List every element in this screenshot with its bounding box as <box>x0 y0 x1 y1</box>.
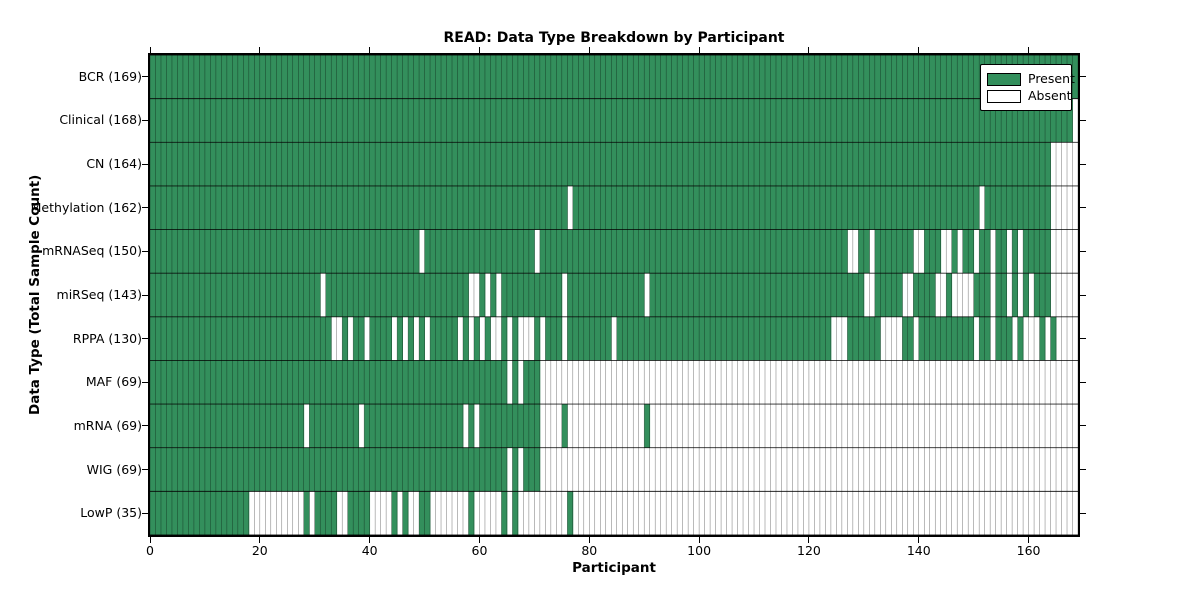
y-tick-label: mRNA (69) <box>73 417 142 433</box>
x-tick-label: 120 <box>796 543 821 558</box>
y-tick-mark <box>142 119 148 121</box>
y-tick-label: miRSeq (143) <box>56 287 142 302</box>
y-tick-mark-right <box>1080 425 1086 427</box>
y-tick-label: WIG (69) <box>86 461 142 477</box>
x-tick-mark-top <box>1028 47 1030 53</box>
x-tick-label: 100 <box>687 543 712 558</box>
y-tick-label: RPPA (130) <box>72 330 142 346</box>
y-tick-mark-right <box>1080 512 1086 514</box>
y-tick-label: Clinical (168) <box>59 112 142 128</box>
y-tick-mark-right <box>1080 381 1086 383</box>
y-tick-mark-right <box>1080 207 1086 209</box>
y-tick-mark <box>142 425 148 427</box>
x-tick-mark <box>369 537 371 543</box>
absent-swatch <box>987 89 1021 103</box>
x-tick-label: 80 <box>581 543 598 558</box>
chart-title: READ: Data Type Breakdown by Participant <box>443 30 785 46</box>
y-tick-mark-right <box>1080 163 1086 165</box>
x-axis-label: Participant <box>572 560 656 576</box>
y-tick-mark <box>142 163 148 165</box>
legend-label-present: Present <box>1028 71 1075 86</box>
legend: Present Absent <box>980 64 1075 111</box>
x-tick-mark <box>918 537 920 543</box>
x-tick-label: 20 <box>251 543 268 558</box>
present-swatch <box>987 72 1021 86</box>
legend-entry-absent: Absent <box>987 88 1072 104</box>
x-tick-label: 160 <box>1016 543 1041 558</box>
legend-label-absent: Absent <box>1028 88 1072 103</box>
x-tick-mark-top <box>808 47 810 53</box>
x-tick-mark-top <box>698 47 700 53</box>
y-tick-mark <box>142 381 148 383</box>
y-tick-mark-right <box>1080 469 1086 471</box>
x-tick-mark <box>588 537 590 543</box>
x-tick-label: 0 <box>146 543 154 558</box>
y-tick-mark-right <box>1080 119 1086 121</box>
x-tick-mark <box>259 537 261 543</box>
y-tick-label: MAF (69) <box>85 374 142 390</box>
x-tick-mark-top <box>918 47 920 53</box>
y-tick-mark <box>142 512 148 514</box>
y-tick-mark <box>142 469 148 471</box>
y-tick-label: LowP (35) <box>80 505 142 521</box>
y-tick-mark <box>142 76 148 78</box>
x-tick-label: 140 <box>906 543 931 558</box>
y-tick-mark <box>142 207 148 209</box>
x-tick-label: 60 <box>471 543 488 558</box>
x-tick-mark <box>698 537 700 543</box>
heatmap <box>150 55 1078 535</box>
y-tick-mark-right <box>1080 250 1086 252</box>
x-tick-mark-top <box>259 47 261 53</box>
x-tick-mark-top <box>588 47 590 53</box>
y-tick-mark-right <box>1080 338 1086 340</box>
y-tick-label: CN (164) <box>86 156 142 172</box>
x-tick-mark-top <box>149 47 151 53</box>
x-tick-mark <box>1028 537 1030 543</box>
x-tick-mark <box>808 537 810 543</box>
plot-area: Present Absent <box>148 53 1080 537</box>
y-tick-mark <box>142 250 148 252</box>
x-tick-mark-top <box>478 47 480 53</box>
x-tick-mark-top <box>369 47 371 53</box>
y-tick-mark-right <box>1080 294 1086 296</box>
y-tick-mark-right <box>1080 76 1086 78</box>
x-tick-mark <box>149 537 151 543</box>
y-tick-label: mRNASeq (150) <box>42 243 142 259</box>
x-tick-mark <box>478 537 480 543</box>
x-tick-label: 40 <box>361 543 378 558</box>
y-tick-mark <box>142 338 148 340</box>
y-tick-label: BCR (169) <box>78 68 142 84</box>
y-tick-mark <box>142 294 148 296</box>
legend-entry-present: Present <box>987 71 1075 87</box>
y-tick-label: Methylation (162) <box>30 199 142 215</box>
